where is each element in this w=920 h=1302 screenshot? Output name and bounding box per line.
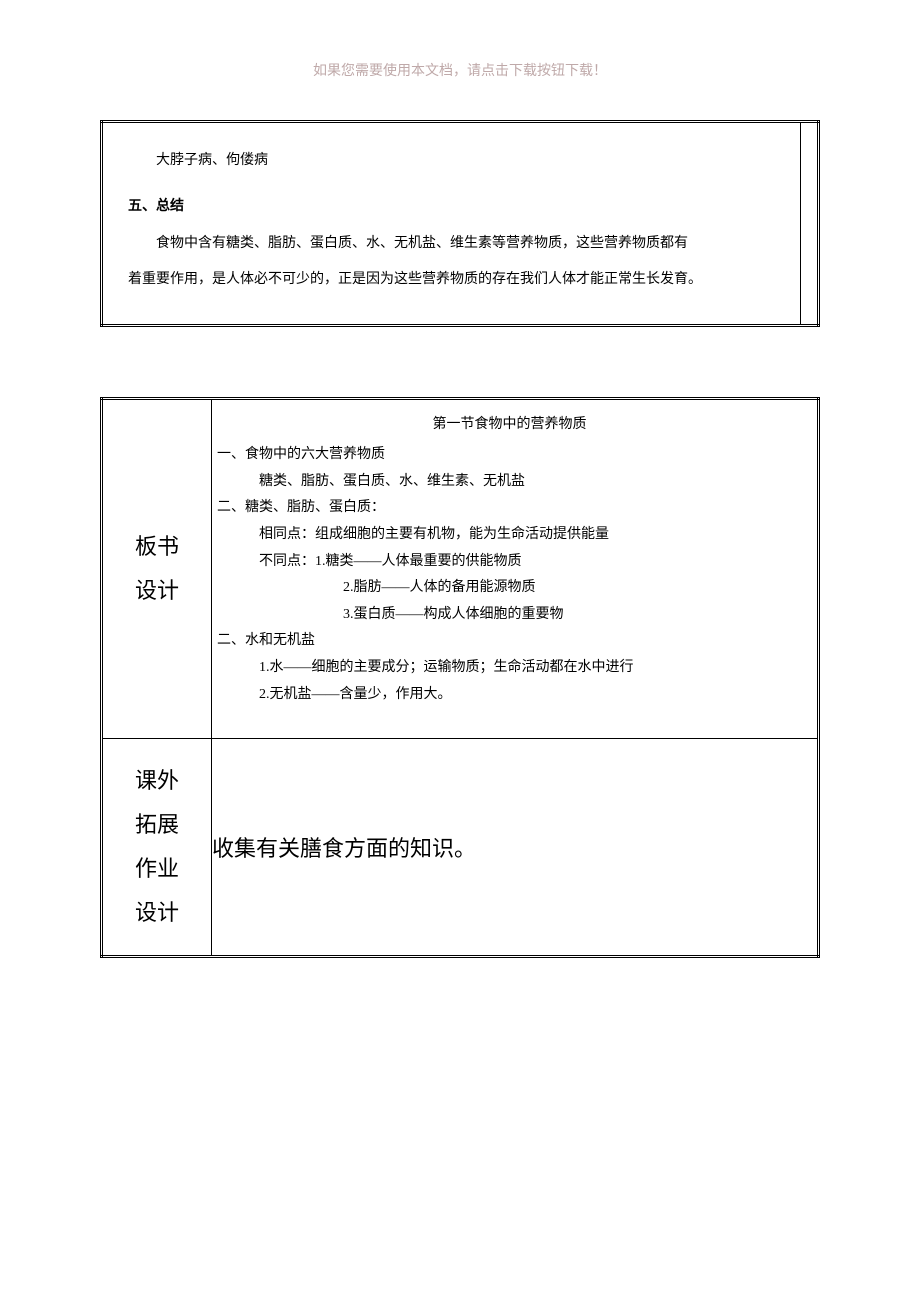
label-text: 作业	[103, 847, 211, 891]
homework-label: 课外 拓展 作业 设计	[102, 739, 212, 957]
label-text: 设计	[103, 569, 211, 613]
summary-line2: 着重要作用，是人体必不可少的，正是因为这些营养物质的存在我们人体才能正常生长发育…	[128, 262, 775, 298]
board-h2-same: 相同点：组成细胞的主要有机物，能为生命活动提供能量	[217, 522, 802, 549]
board-title: 第一节食物中的营养物质	[217, 412, 802, 439]
board-h2-diff3: 3.蛋白质——构成人体细胞的重要物	[217, 602, 802, 629]
board-h2-diff: 不同点：1.糖类——人体最重要的供能物质	[217, 549, 802, 576]
board-h3-2: 2.无机盐——含量少，作用大。	[217, 682, 802, 709]
label-text: 设计	[103, 891, 211, 935]
board-h3: 二、水和无机盐	[217, 628, 802, 655]
summary-title: 五、总结	[128, 189, 775, 225]
upper-main-cell: 大脖子病、佝偻病 五、总结 食物中含有糖类、脂肪、蛋白质、水、无机盐、维生素等营…	[102, 122, 801, 326]
document-page: 如果您需要使用本文档，请点击下载按钮下载！ 大脖子病、佝偻病 五、总结 食物中含…	[0, 0, 920, 1018]
upper-right-cell	[801, 122, 819, 326]
upper-content: 大脖子病、佝偻病 五、总结 食物中含有糖类、脂肪、蛋白质、水、无机盐、维生素等营…	[103, 123, 800, 324]
upper-table: 大脖子病、佝偻病 五、总结 食物中含有糖类、脂肪、蛋白质、水、无机盐、维生素等营…	[100, 120, 820, 327]
board-h3-1: 1.水——细胞的主要成分；运输物质；生命活动都在水中进行	[217, 655, 802, 682]
board-design-label: 板书 设计	[102, 398, 212, 739]
label-text: 拓展	[103, 803, 211, 847]
board-h1: 一、食物中的六大营养物质	[217, 442, 802, 469]
board-h1-content: 糖类、脂肪、蛋白质、水、维生素、无机盐	[217, 469, 802, 496]
homework-content: 收集有关膳食方面的知识。	[212, 739, 819, 957]
header-notice: 如果您需要使用本文档，请点击下载按钮下载！	[100, 60, 820, 80]
disease-line: 大脖子病、佝偻病	[128, 143, 775, 179]
board-content-cell: 第一节食物中的营养物质 一、食物中的六大营养物质 糖类、脂肪、蛋白质、水、维生素…	[212, 398, 819, 739]
board-h2-diff2: 2.脂肪——人体的备用能源物质	[217, 575, 802, 602]
lower-table: 板书 设计 第一节食物中的营养物质 一、食物中的六大营养物质 糖类、脂肪、蛋白质…	[100, 397, 820, 959]
label-text: 板书	[103, 525, 211, 569]
label-text: 课外	[103, 759, 211, 803]
board-h2: 二、糖类、脂肪、蛋白质：	[217, 495, 802, 522]
summary-line1: 食物中含有糖类、脂肪、蛋白质、水、无机盐、维生素等营养物质，这些营养物质都有	[128, 226, 775, 262]
